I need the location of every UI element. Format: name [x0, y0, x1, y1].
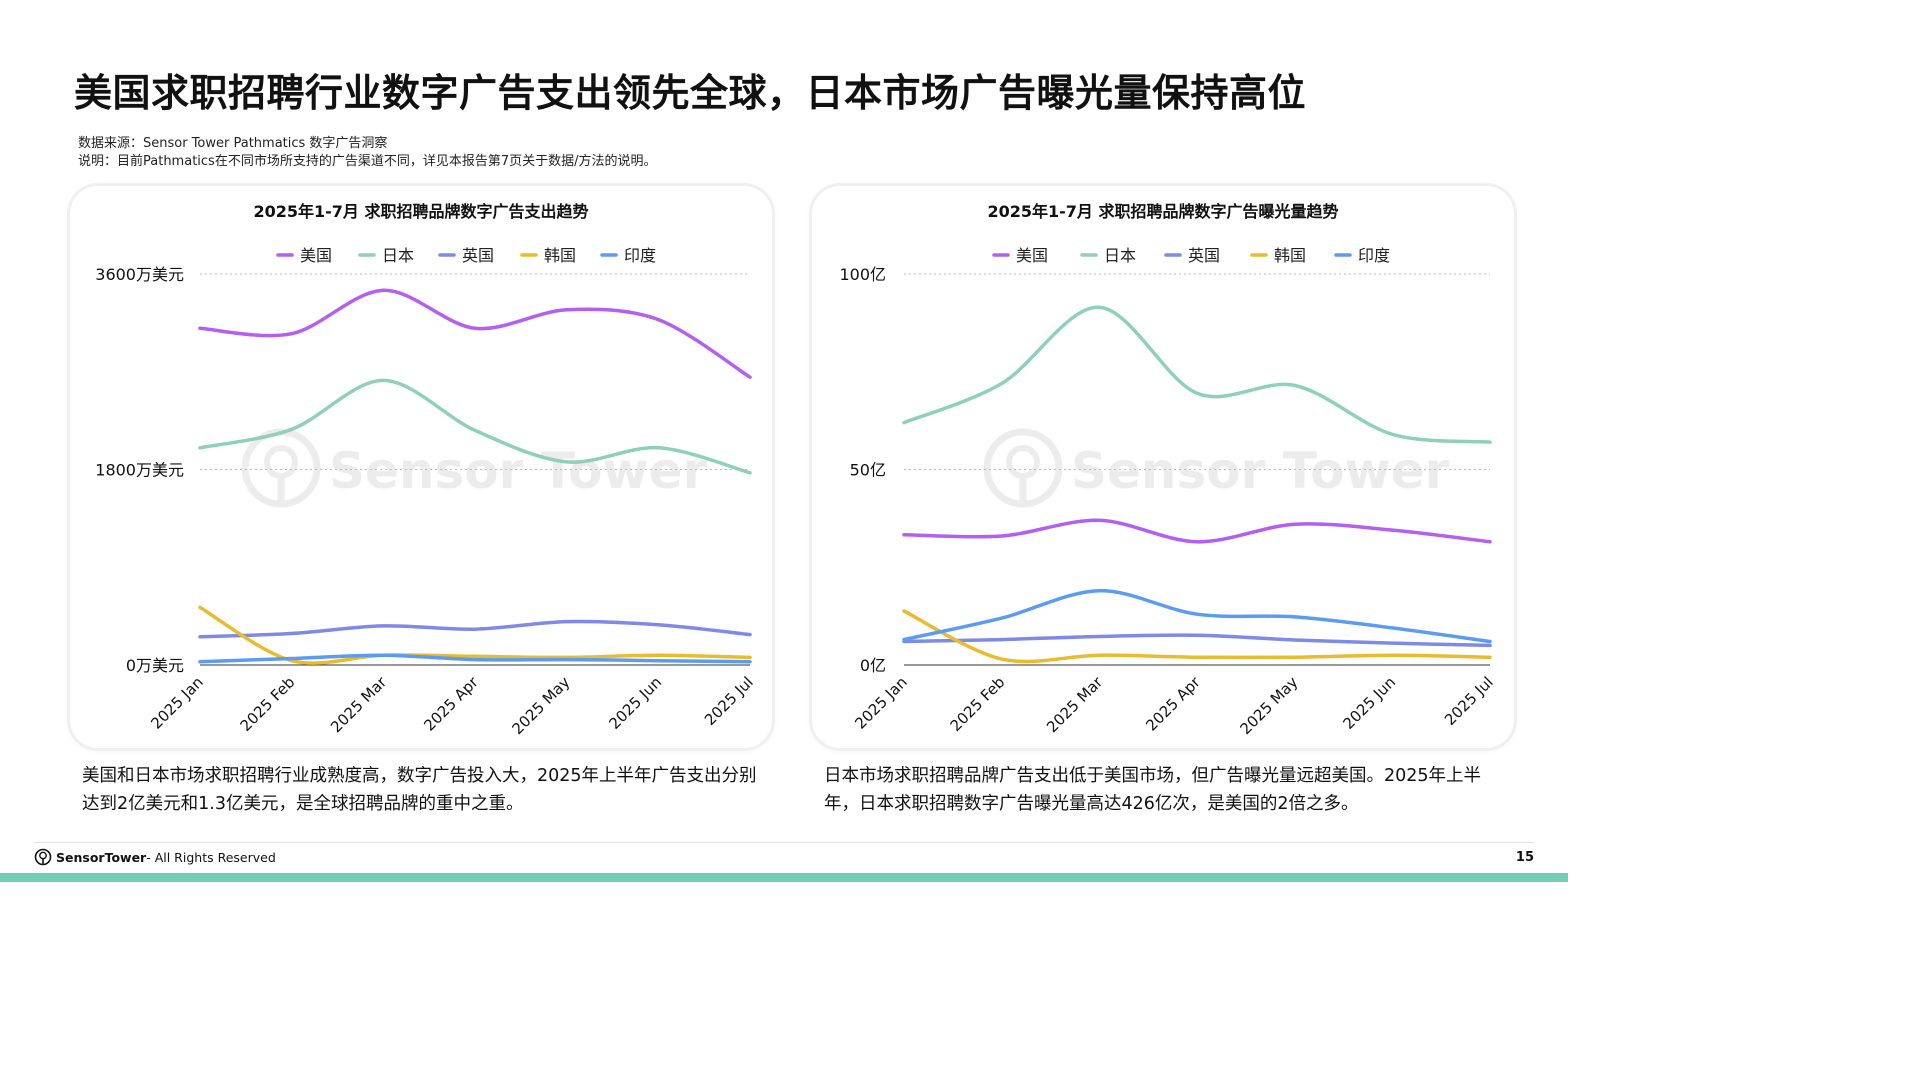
chart-title: 2025年1-7月 求职招聘品牌数字广告曝光量趋势: [987, 202, 1338, 221]
y-tick-label: 0亿: [860, 656, 886, 675]
x-tick-label: 2025 Feb: [237, 673, 299, 735]
x-tick-label: 2025 Jul: [701, 673, 757, 729]
series-line-1: [198, 378, 752, 475]
right-chart-caption: 日本市场求职招聘品牌广告支出低于美国市场，但广告曝光量远超美国。2025年上半年…: [824, 766, 1482, 814]
bottom-accent-bar: [0, 873, 1568, 882]
chart-title: 2025年1-7月 求职招聘品牌数字广告支出趋势: [253, 202, 588, 221]
legend-item-4: 印度: [600, 246, 656, 265]
page-number: 15: [1515, 850, 1534, 865]
x-tick-label: 2025 May: [1236, 673, 1301, 738]
legend-item-1: 日本: [358, 246, 414, 265]
series-line-2: [902, 633, 1492, 648]
legend-label: 美国: [300, 246, 332, 265]
legend-item-3: 韩国: [520, 246, 576, 265]
legend-item-2: 英国: [1164, 246, 1220, 265]
watermark-logo-inner: [264, 445, 298, 479]
page-title: 美国求职招聘行业数字广告支出领先全球，日本市场广告曝光量保持高位: [74, 71, 1307, 115]
method-note: 说明：目前Pathmatics在不同市场所支持的广告渠道不同，详见本报告第7页关…: [78, 154, 657, 169]
y-tick-label: 1800万美元: [95, 461, 184, 480]
y-tick-label: 0万美元: [126, 656, 184, 675]
watermark-logo-icon: [983, 428, 1063, 508]
legend-label: 英国: [1188, 246, 1220, 265]
sensor-tower-logo-icon: [34, 848, 52, 866]
spend-trend-chart-card: Sensor Tower 2025年1-7月 求职招聘品牌数字广告支出趋势美国 日本…: [70, 186, 772, 748]
x-tick-label: 2025 Jun: [605, 673, 665, 733]
x-tick-label: 2025 Jul: [1441, 673, 1497, 729]
x-tick-label: 2025 Jan: [851, 673, 910, 732]
left-chart-caption: 美国和日本市场求职招聘行业成熟度高，数字广告投入大，2025年上半年广告支出分别…: [82, 766, 757, 814]
watermark-text: Sensor Tower: [1071, 442, 1450, 500]
x-tick-label: 2025 Mar: [327, 673, 391, 737]
series-line-4: [198, 653, 752, 664]
footer-divider: [34, 842, 1534, 843]
watermark: Sensor Tower: [241, 428, 708, 508]
x-tick-label: 2025 Jan: [147, 673, 206, 732]
y-tick-label: 50亿: [850, 461, 886, 480]
watermark-logo-inner: [1006, 445, 1040, 479]
y-tick-label: 3600万美元: [95, 265, 184, 284]
x-tick-label: 2025 Apr: [1142, 673, 1204, 735]
legend-label: 印度: [624, 246, 656, 265]
legend-item-3: 韩国: [1250, 246, 1306, 265]
series-line-3: [198, 605, 752, 665]
x-tick-label: 2025 May: [508, 673, 573, 738]
legend-label: 美国: [1016, 246, 1048, 265]
legend-label: 日本: [382, 246, 414, 265]
legend-label: 韩国: [1274, 246, 1306, 265]
series-line-2: [198, 619, 752, 639]
x-tick-label: 2025 Mar: [1043, 673, 1107, 737]
series-line-3: [902, 609, 1492, 664]
legend-label: 韩国: [544, 246, 576, 265]
series-line-4: [902, 588, 1492, 644]
series-line-0: [902, 518, 1492, 544]
legend-label: 印度: [1358, 246, 1390, 265]
footer-brand: SensorTower - All Rights Reserved: [34, 848, 276, 866]
x-tick-label: 2025 Feb: [947, 673, 1009, 735]
legend-item-0: 美国: [276, 246, 332, 265]
legend-item-1: 日本: [1080, 246, 1136, 265]
legend-item-0: 美国: [992, 246, 1048, 265]
y-tick-label: 100亿: [839, 265, 886, 284]
data-source-note: 数据来源：Sensor Tower Pathmatics 数字广告洞察: [78, 136, 388, 151]
footer-rights-text: - All Rights Reserved: [146, 849, 276, 865]
legend-item-2: 英国: [438, 246, 494, 265]
impressions-trend-chart-card: Sensor Tower 2025年1-7月 求职招聘品牌数字广告曝光量趋势美国 日…: [812, 186, 1514, 748]
legend-label: 日本: [1104, 246, 1136, 265]
series-line-1: [902, 305, 1492, 444]
legend-label: 英国: [462, 246, 494, 265]
footer-brand-name: SensorTower: [56, 849, 147, 865]
legend-item-4: 印度: [1334, 246, 1390, 265]
watermark-text: Sensor Tower: [329, 442, 708, 500]
x-tick-label: 2025 Apr: [420, 673, 482, 735]
watermark: Sensor Tower: [983, 428, 1450, 508]
x-tick-label: 2025 Jun: [1339, 673, 1399, 733]
series-line-0: [198, 288, 752, 379]
